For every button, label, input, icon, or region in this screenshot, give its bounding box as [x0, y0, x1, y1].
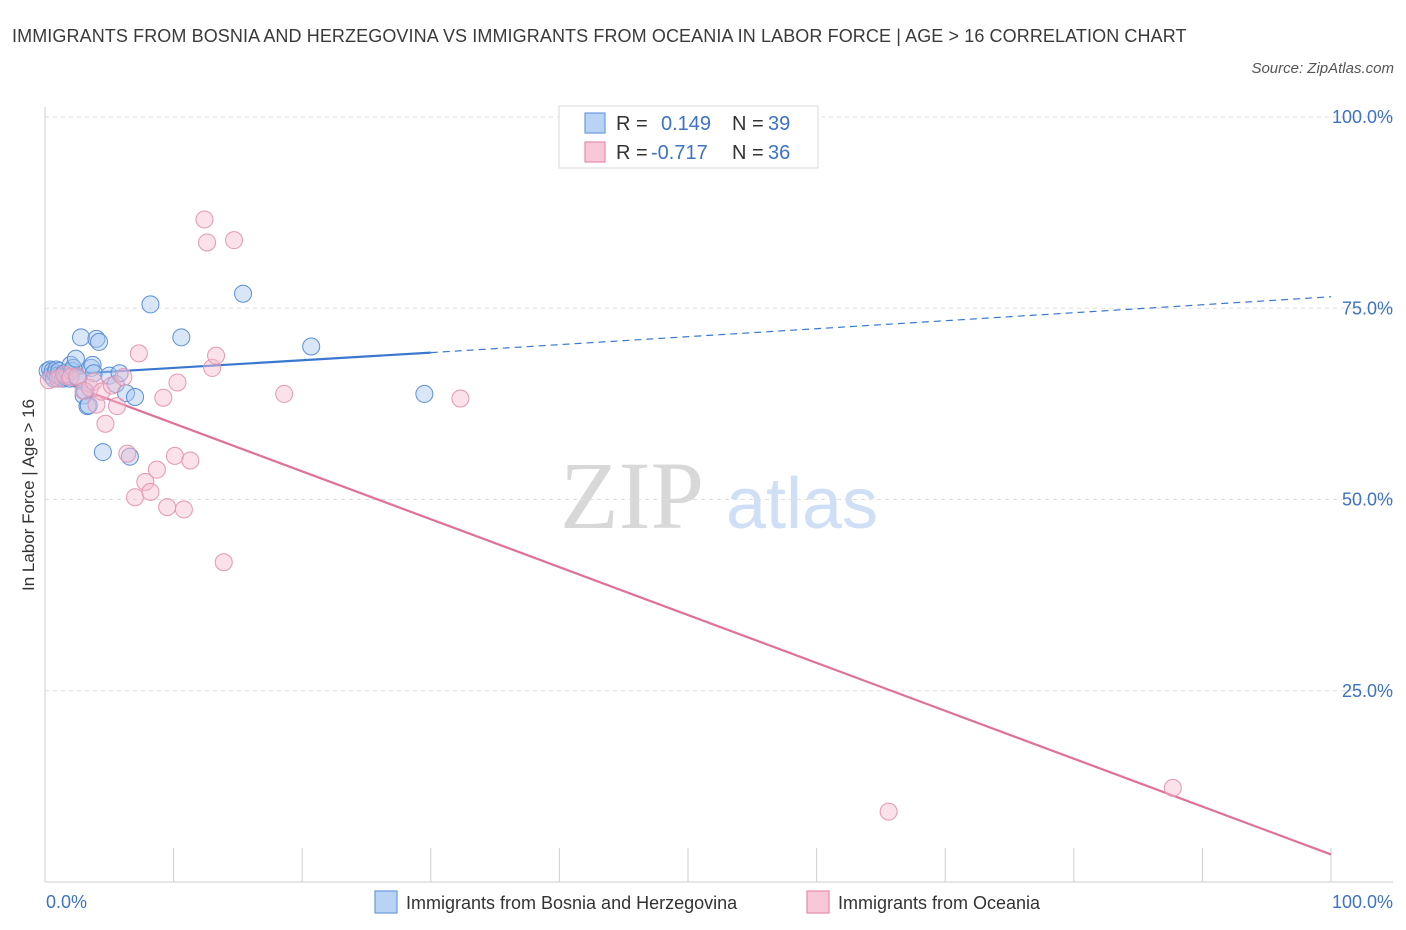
point-series1-21	[158, 498, 177, 517]
stats-r-label-pink: R =	[616, 142, 648, 164]
y-tick-label-2: 75.0%	[1342, 298, 1393, 318]
grid-lines	[45, 116, 1393, 692]
point-series1-19	[147, 460, 166, 479]
point-series0-30	[90, 332, 109, 351]
point-series0-35	[117, 384, 136, 403]
point-series1-7	[84, 372, 103, 391]
y-tick-label-0: 25.0%	[1342, 681, 1393, 701]
watermark-zip: ZIP	[560, 442, 704, 549]
tick-labels: 25.0% 50.0% 75.0% 100.0% 0.0% 100.0%	[46, 107, 1393, 912]
point-series1-33	[451, 389, 470, 408]
x-tick-label-0: 0.0%	[46, 892, 87, 912]
series-legend-swatch-bosnia	[374, 890, 398, 914]
series-legend-label-bosnia: Immigrants from Bosnia and Herzegovina	[406, 893, 738, 913]
point-series1-15	[126, 488, 145, 507]
trendline-bosnia	[44, 351, 431, 377]
point-series1-10	[96, 414, 115, 433]
y-tick-label-3: 100.0%	[1332, 107, 1393, 127]
x-tick-label-1: 100.0%	[1332, 892, 1393, 912]
stats-n-label-pink: N =	[732, 142, 764, 164]
y-axis-label: In Labor Force | Age > 16	[19, 399, 38, 591]
source-credit: Source: ZipAtlas.com	[1251, 60, 1394, 77]
point-series1-31	[225, 231, 244, 250]
point-series0-41	[302, 337, 321, 356]
point-series0-40	[234, 284, 253, 303]
point-series1-16	[129, 344, 148, 363]
point-series0-25	[79, 396, 98, 415]
point-series1-22	[165, 446, 184, 465]
point-series0-38	[141, 295, 160, 314]
chart-title: IMMIGRANTS FROM BOSNIA AND HERZEGOVINA V…	[12, 26, 1187, 46]
series-legend-label-oceania: Immigrants from Oceania	[838, 893, 1041, 913]
point-series1-23	[168, 373, 187, 392]
point-series1-26	[195, 210, 214, 229]
point-series1-27	[198, 233, 217, 252]
point-series0-39	[172, 328, 191, 347]
stats-r-label-blue: R =	[616, 113, 648, 135]
point-series0-37	[126, 387, 145, 406]
stats-legend: R = 0.149 N = 39 R = -0.717 N = 36	[558, 105, 819, 169]
point-series1-20	[154, 388, 173, 407]
data-points	[38, 210, 1182, 821]
stats-legend-swatch-blue	[584, 112, 606, 134]
point-series0-42	[415, 384, 434, 403]
point-series1-28	[203, 358, 222, 377]
point-series0-29	[87, 329, 106, 348]
point-series0-18	[66, 349, 85, 368]
point-series1-30	[214, 553, 233, 572]
point-series1-3	[61, 368, 80, 387]
point-series1-14	[118, 444, 137, 463]
stats-r-value-blue: 0.149	[661, 113, 711, 135]
point-series1-12	[108, 397, 127, 416]
point-series1-17	[136, 472, 155, 491]
point-series1-29	[207, 346, 226, 365]
trendline-bosnia-extension	[430, 296, 1332, 354]
point-series1-18	[141, 482, 160, 501]
stats-legend-swatch-pink	[584, 141, 606, 163]
series-legend: Immigrants from Bosnia and Herzegovina I…	[374, 890, 1041, 914]
point-series1-25	[181, 451, 200, 470]
axes	[44, 107, 1393, 883]
y-tick-label-1: 50.0%	[1342, 490, 1393, 510]
point-series1-32	[275, 384, 294, 403]
stats-n-label-blue: N =	[732, 113, 764, 135]
point-series1-35	[1163, 778, 1182, 797]
point-series0-36	[120, 447, 139, 466]
point-series1-9	[92, 382, 111, 401]
point-series0-26	[82, 358, 101, 377]
stats-r-value-pink: -0.717	[651, 142, 708, 164]
point-series0-31	[93, 443, 112, 462]
trendline-oceania	[44, 374, 1332, 856]
point-series0-21	[72, 328, 91, 347]
point-series1-13	[114, 368, 133, 387]
point-series1-24	[174, 500, 193, 519]
stats-n-value-pink: 36	[768, 142, 790, 164]
point-series0-24	[78, 397, 97, 416]
series-legend-swatch-oceania	[806, 890, 830, 914]
watermark-atlas: atlas	[726, 464, 878, 544]
trend-lines	[44, 296, 1332, 856]
stats-n-value-blue: 39	[768, 113, 790, 135]
point-series1-34	[879, 802, 898, 821]
